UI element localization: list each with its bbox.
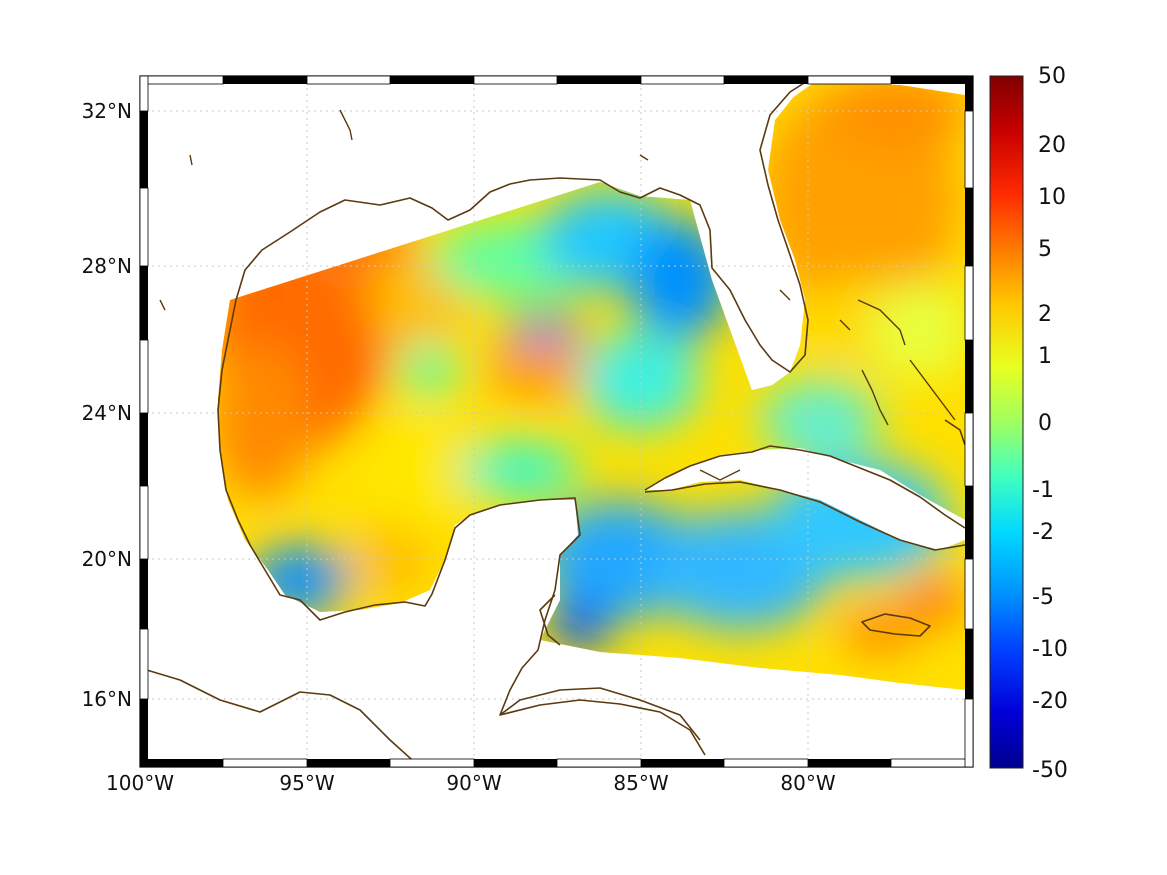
- frame-bar-left: [139, 75, 149, 767]
- x-tick-label: 95°W: [279, 771, 334, 795]
- colorbar-label: -10: [1032, 637, 1068, 662]
- y-tick-label: 32°N: [82, 99, 132, 123]
- graticule: [140, 76, 973, 767]
- frame-bar-bottom: [140, 758, 974, 768]
- colorbar-gradient: [989, 75, 1024, 769]
- x-axis-labels: 100°W 95°W 90°W 85°W 80°W: [106, 771, 836, 795]
- colorbar-label: -20: [1032, 689, 1068, 714]
- colorbar: 50 20 10 5 2 1 0 -1 -2 -5 -10 -20 -50: [989, 64, 1068, 783]
- colorbar-label: 5: [1038, 237, 1052, 262]
- colorbar-label: 1: [1038, 344, 1052, 369]
- y-tick-label: 24°N: [82, 401, 132, 425]
- colorbar-label: 20: [1038, 133, 1066, 158]
- frame-bar-right: [964, 76, 974, 768]
- colorbar-label: -1: [1032, 478, 1054, 503]
- land-masses: [140, 82, 965, 767]
- colorbar-labels: 50 20 10 5 2 1 0 -1 -2 -5 -10 -20 -50: [1032, 64, 1068, 783]
- y-tick-label: 20°N: [82, 547, 132, 571]
- y-tick-label: 28°N: [82, 254, 132, 278]
- x-tick-label: 80°W: [780, 771, 835, 795]
- y-axis-labels: 32°N 28°N 24°N 20°N 16°N: [82, 99, 132, 711]
- coastlines: [139, 77, 966, 768]
- colorbar-label: 0: [1038, 411, 1052, 436]
- x-tick-label: 85°W: [613, 771, 668, 795]
- colorbar-label: 10: [1038, 185, 1066, 210]
- colorbar-label: -5: [1032, 585, 1054, 610]
- x-tick-label: 90°W: [446, 771, 501, 795]
- colorbar-label: 2: [1038, 302, 1052, 327]
- y-tick-label: 16°N: [82, 687, 132, 711]
- x-tick-label: 100°W: [106, 771, 174, 795]
- islands: [159, 109, 956, 481]
- colorbar-label: 50: [1038, 64, 1066, 89]
- colorbar-label: -50: [1032, 758, 1068, 783]
- frame-bar-top: [139, 75, 973, 85]
- colorbar-label: -2: [1032, 520, 1054, 545]
